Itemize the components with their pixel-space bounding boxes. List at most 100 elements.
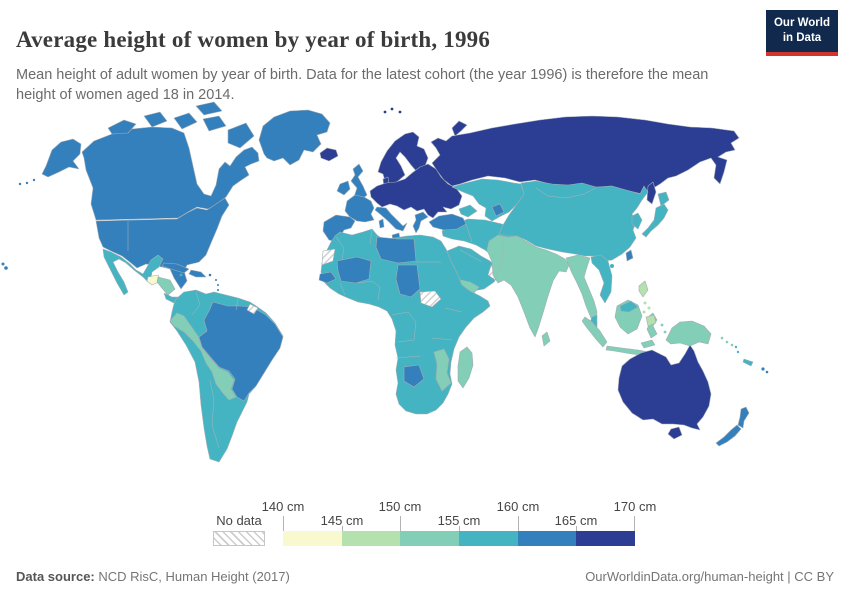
region-japan-honshu[interactable] — [641, 203, 669, 238]
region-arctic-island[interactable] — [202, 115, 227, 132]
region-moluccas[interactable] — [660, 323, 667, 334]
region-greece[interactable] — [412, 211, 429, 234]
region-bahamas[interactable] — [190, 258, 196, 263]
legend-tick-label: 160 cm — [496, 499, 540, 514]
region-western-sahara[interactable] — [321, 248, 336, 266]
region-mainland-southeast-asia[interactable] — [565, 254, 598, 323]
legend-tick — [400, 516, 401, 531]
legend-tick-label: 145 cm — [320, 513, 364, 528]
region-novaya-zemlya[interactable] — [451, 120, 468, 137]
page-title: Average height of women by year of birth… — [16, 27, 491, 53]
legend-tick — [634, 516, 635, 531]
region-lesser-antilles[interactable] — [208, 273, 219, 291]
region-botswana[interactable] — [403, 364, 425, 388]
region-sumatra[interactable] — [581, 316, 608, 348]
legend-tick-label: 165 cm — [554, 513, 598, 528]
data-source-text: Data source: NCD RisC, Human Height (201… — [16, 569, 290, 584]
legend-bin-140-145[interactable] — [283, 531, 342, 546]
region-japan-hokkaido[interactable] — [657, 191, 670, 207]
region-korea[interactable] — [631, 212, 643, 230]
legend-tick-label: 155 cm — [437, 513, 481, 528]
region-arctic-island[interactable] — [173, 112, 198, 130]
region-brazil[interactable] — [198, 301, 284, 402]
page-subtitle: Mean height of adult women by year of bi… — [16, 66, 709, 103]
region-mozambique[interactable] — [433, 348, 452, 392]
region-italy[interactable] — [374, 206, 408, 232]
region-sakhalin[interactable] — [646, 181, 657, 205]
region-australia[interactable] — [617, 344, 712, 431]
region-chad[interactable] — [395, 264, 421, 298]
owid-logo[interactable]: Our World in Data — [766, 10, 838, 56]
footer: Data source: NCD RisC, Human Height (201… — [16, 569, 834, 584]
legend-bin-150-155[interactable] — [400, 531, 460, 546]
region-fiji[interactable] — [761, 367, 769, 374]
region-vietnam[interactable] — [590, 254, 613, 304]
region-philippines-luzon[interactable] — [638, 280, 649, 298]
region-madagascar[interactable] — [457, 346, 474, 389]
region-hawaii[interactable] — [1, 262, 8, 270]
region-hainan[interactable] — [610, 264, 614, 268]
country-borders — [127, 187, 597, 449]
region-vanuatu[interactable] — [734, 345, 740, 354]
region-svalbard[interactable] — [383, 107, 402, 114]
region-caucasus[interactable] — [458, 204, 478, 218]
region-solomon-islands[interactable] — [720, 336, 734, 347]
data-source-value: NCD RisC, Human Height (2017) — [94, 569, 290, 584]
region-senegal[interactable] — [318, 271, 337, 284]
region-new-guinea[interactable] — [665, 320, 712, 347]
region-timor[interactable] — [640, 339, 656, 349]
region-alaska[interactable] — [41, 138, 82, 178]
legend-bin-155-160[interactable] — [459, 531, 518, 546]
legend-bin-145-150[interactable] — [341, 531, 401, 546]
legend-tick — [283, 516, 284, 531]
region-arctic-island[interactable] — [143, 111, 168, 128]
legend-bin-160-165[interactable] — [517, 531, 577, 546]
region-mali[interactable] — [336, 256, 372, 284]
region-philippines-visayas[interactable] — [642, 301, 651, 314]
region-tasmania[interactable] — [667, 426, 683, 440]
legend-tick — [459, 526, 460, 531]
region-russia[interactable] — [430, 115, 740, 195]
region-south-sudan[interactable] — [419, 290, 442, 308]
region-andean-countries[interactable] — [169, 312, 237, 401]
region-taiwan[interactable] — [625, 249, 634, 262]
region-philippines-mindanao[interactable] — [645, 314, 657, 327]
region-new-zealand-south[interactable] — [715, 424, 742, 447]
region-china-mongolia[interactable] — [498, 180, 649, 262]
legend-color-bar — [283, 531, 636, 546]
legend-tick-label: 150 cm — [378, 499, 422, 514]
legend-no-data-swatch[interactable] — [213, 531, 265, 546]
region-arctic-island[interactable] — [107, 119, 137, 135]
region-spain-portugal[interactable] — [322, 214, 356, 243]
region-sri-lanka[interactable] — [541, 331, 551, 347]
footer-link[interactable]: OurWorldinData.org/human-height | CC BY — [585, 569, 834, 584]
region-libya[interactable] — [375, 236, 417, 264]
region-canada[interactable] — [81, 126, 260, 221]
region-sardinia[interactable] — [378, 218, 385, 229]
region-french-guiana[interactable] — [246, 303, 259, 315]
region-aleutian-islands[interactable] — [18, 178, 36, 186]
legend-tick-label: 140 cm — [261, 499, 305, 514]
region-ireland[interactable] — [336, 180, 351, 196]
region-honduras-nicaragua[interactable] — [156, 276, 176, 296]
region-new-caledonia[interactable] — [742, 358, 754, 367]
region-greenland[interactable] — [258, 109, 331, 166]
region-baffin-island[interactable] — [227, 122, 255, 149]
region-jamaica[interactable] — [179, 273, 183, 277]
region-malaysia-borneo[interactable] — [619, 300, 639, 313]
region-iceland[interactable] — [319, 147, 339, 162]
region-cuba[interactable] — [161, 262, 190, 274]
region-central-asia[interactable] — [451, 178, 525, 222]
region-ellesmere-island[interactable] — [195, 101, 223, 116]
legend-bin-165-170[interactable] — [576, 531, 636, 546]
region-france[interactable] — [344, 194, 375, 223]
region-hispaniola[interactable] — [188, 269, 207, 278]
region-central-eastern-europe[interactable] — [369, 163, 463, 219]
region-india-pakistan[interactable] — [486, 234, 570, 338]
region-united-kingdom[interactable] — [350, 163, 368, 201]
data-source-label: Data source: — [16, 569, 95, 584]
region-uzbekistan[interactable] — [491, 203, 505, 217]
region-new-zealand-north[interactable] — [737, 406, 750, 429]
